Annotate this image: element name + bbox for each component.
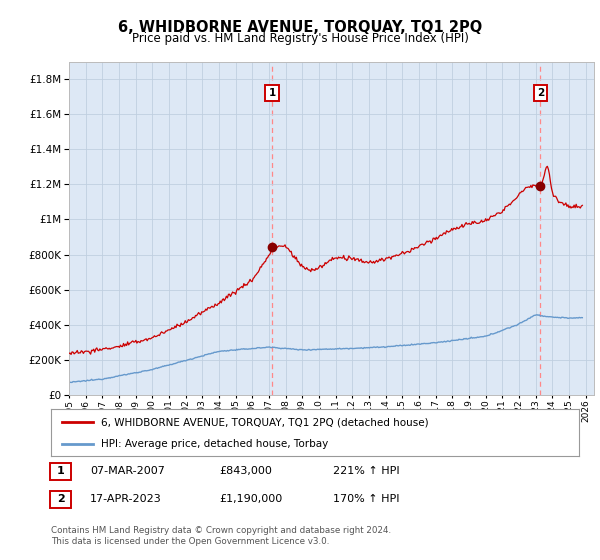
Text: 170% ↑ HPI: 170% ↑ HPI [333, 494, 400, 504]
Text: 2: 2 [537, 88, 544, 98]
Text: Contains HM Land Registry data © Crown copyright and database right 2024.
This d: Contains HM Land Registry data © Crown c… [51, 526, 391, 546]
Text: 221% ↑ HPI: 221% ↑ HPI [333, 466, 400, 476]
Text: 17-APR-2023: 17-APR-2023 [90, 494, 162, 504]
Text: 6, WHIDBORNE AVENUE, TORQUAY, TQ1 2PQ: 6, WHIDBORNE AVENUE, TORQUAY, TQ1 2PQ [118, 20, 482, 35]
Text: 1: 1 [57, 466, 64, 476]
Text: 6, WHIDBORNE AVENUE, TORQUAY, TQ1 2PQ (detached house): 6, WHIDBORNE AVENUE, TORQUAY, TQ1 2PQ (d… [101, 417, 429, 427]
Text: HPI: Average price, detached house, Torbay: HPI: Average price, detached house, Torb… [101, 439, 328, 449]
Text: Price paid vs. HM Land Registry's House Price Index (HPI): Price paid vs. HM Land Registry's House … [131, 32, 469, 45]
Text: 2: 2 [57, 494, 64, 504]
Text: £1,190,000: £1,190,000 [219, 494, 282, 504]
Text: £843,000: £843,000 [219, 466, 272, 476]
Text: 1: 1 [268, 88, 275, 98]
Text: 07-MAR-2007: 07-MAR-2007 [90, 466, 165, 476]
